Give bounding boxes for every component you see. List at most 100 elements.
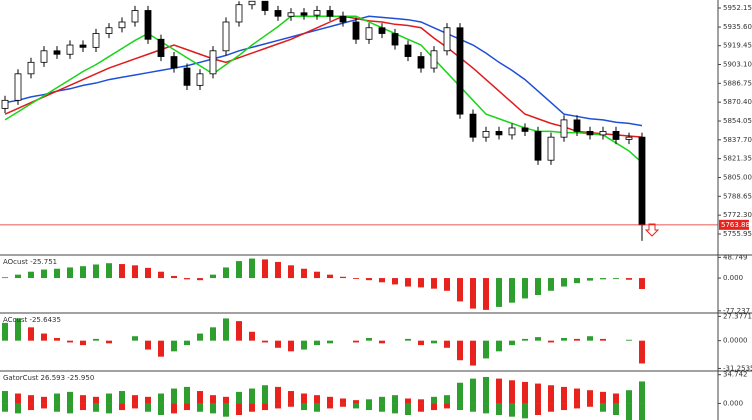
panel bbox=[1, 0, 646, 241]
histogram-bar bbox=[392, 278, 398, 285]
gator-bar bbox=[535, 383, 541, 404]
histogram-bar bbox=[431, 340, 437, 344]
gator-bar bbox=[327, 396, 333, 404]
gator-bar bbox=[366, 403, 372, 411]
gator-bar bbox=[483, 376, 489, 404]
gator-bar bbox=[158, 393, 164, 404]
candle-body bbox=[222, 21, 230, 52]
histogram-bar bbox=[509, 278, 515, 303]
candle-body bbox=[261, 0, 269, 11]
histogram-bar bbox=[626, 339, 632, 341]
candle-body bbox=[170, 56, 178, 69]
gator-bar bbox=[301, 393, 307, 404]
histogram-bar bbox=[587, 278, 593, 281]
gator-bar bbox=[366, 399, 372, 404]
gator-bar bbox=[522, 381, 528, 404]
gator-bar bbox=[418, 399, 424, 404]
candle-body bbox=[404, 44, 412, 57]
histogram-bar bbox=[379, 340, 385, 344]
candle-body bbox=[638, 136, 646, 226]
candle-body bbox=[196, 73, 204, 86]
gator-bar bbox=[54, 403, 60, 412]
gator-bar bbox=[184, 403, 190, 411]
histogram-bar bbox=[457, 340, 463, 361]
candle-body bbox=[560, 119, 568, 138]
gator-bar bbox=[639, 403, 645, 420]
histogram-bar bbox=[249, 331, 255, 341]
gator-bar bbox=[41, 396, 47, 404]
y-tick-label: 27.3771 bbox=[723, 312, 752, 320]
histogram-bar bbox=[574, 278, 580, 284]
histogram-bar bbox=[15, 318, 21, 341]
histogram-bar bbox=[15, 274, 21, 279]
candle-body bbox=[235, 4, 243, 23]
histogram-bar bbox=[210, 274, 216, 279]
gator-bar bbox=[431, 403, 437, 411]
histogram-bar bbox=[314, 340, 320, 346]
histogram-bar bbox=[54, 268, 60, 279]
candle-body bbox=[482, 131, 490, 138]
histogram-bar bbox=[2, 277, 8, 279]
gator-bar bbox=[210, 403, 216, 414]
gator-bar bbox=[93, 403, 99, 412]
histogram-bar bbox=[574, 338, 580, 341]
gator-bar bbox=[587, 390, 593, 404]
y-tick-label: 5935.60 bbox=[723, 23, 752, 31]
ma-line bbox=[4, 15, 643, 164]
histogram-bar bbox=[470, 278, 476, 309]
candle-body bbox=[430, 50, 438, 69]
gator-bar bbox=[288, 403, 294, 407]
gator-bar bbox=[340, 398, 346, 404]
gator-bar bbox=[418, 403, 424, 412]
candle-body bbox=[625, 136, 633, 140]
gator-bar bbox=[444, 403, 450, 409]
gator-bar bbox=[171, 388, 177, 404]
gator-bar bbox=[626, 390, 632, 404]
gator-bar bbox=[106, 403, 112, 414]
gator-bar bbox=[470, 378, 476, 404]
candle-body bbox=[352, 21, 360, 40]
histogram-bar bbox=[548, 340, 554, 343]
candle-body bbox=[378, 27, 386, 34]
ma-line bbox=[4, 15, 643, 127]
gator-bar bbox=[80, 395, 86, 404]
histogram-bar bbox=[223, 318, 229, 341]
candle-body bbox=[209, 50, 217, 75]
gator-bar bbox=[522, 403, 528, 419]
histogram-bar bbox=[197, 278, 203, 281]
gator-bar bbox=[613, 393, 619, 404]
candle-body bbox=[300, 12, 308, 16]
histogram-bar bbox=[301, 340, 307, 350]
candle-body bbox=[248, 0, 256, 6]
histogram-bar bbox=[522, 338, 528, 341]
histogram-bar bbox=[28, 271, 34, 279]
histogram-bar bbox=[496, 278, 502, 307]
histogram-bar bbox=[236, 321, 242, 341]
histogram-bar bbox=[80, 340, 86, 346]
histogram-bar bbox=[626, 278, 632, 280]
gator-bar bbox=[327, 403, 333, 409]
gator-bar bbox=[54, 393, 60, 404]
histogram-bar bbox=[314, 271, 320, 279]
y-tick-label: 5821.35 bbox=[723, 155, 752, 163]
panel bbox=[2, 376, 645, 420]
gator-bar bbox=[197, 391, 203, 404]
gator-bar bbox=[587, 403, 593, 407]
gator-bar bbox=[392, 403, 398, 414]
histogram-bar bbox=[600, 338, 606, 341]
histogram-bar bbox=[418, 278, 424, 288]
ma-line bbox=[4, 15, 643, 138]
histogram-bar bbox=[600, 278, 606, 280]
histogram-bar bbox=[288, 265, 294, 279]
y-tick-label: -31.2535 bbox=[723, 364, 752, 372]
last-price-label: 5763.88 bbox=[721, 221, 750, 229]
candle-body bbox=[131, 10, 139, 23]
gator-bar bbox=[2, 391, 8, 404]
histogram-bar bbox=[366, 278, 372, 281]
gator-bar bbox=[15, 393, 21, 404]
candle-body bbox=[274, 10, 282, 17]
y-tick-label: 5952.15 bbox=[723, 4, 752, 12]
gator-bar bbox=[496, 378, 502, 404]
gator-bar bbox=[197, 403, 203, 412]
histogram-bar bbox=[223, 267, 229, 279]
